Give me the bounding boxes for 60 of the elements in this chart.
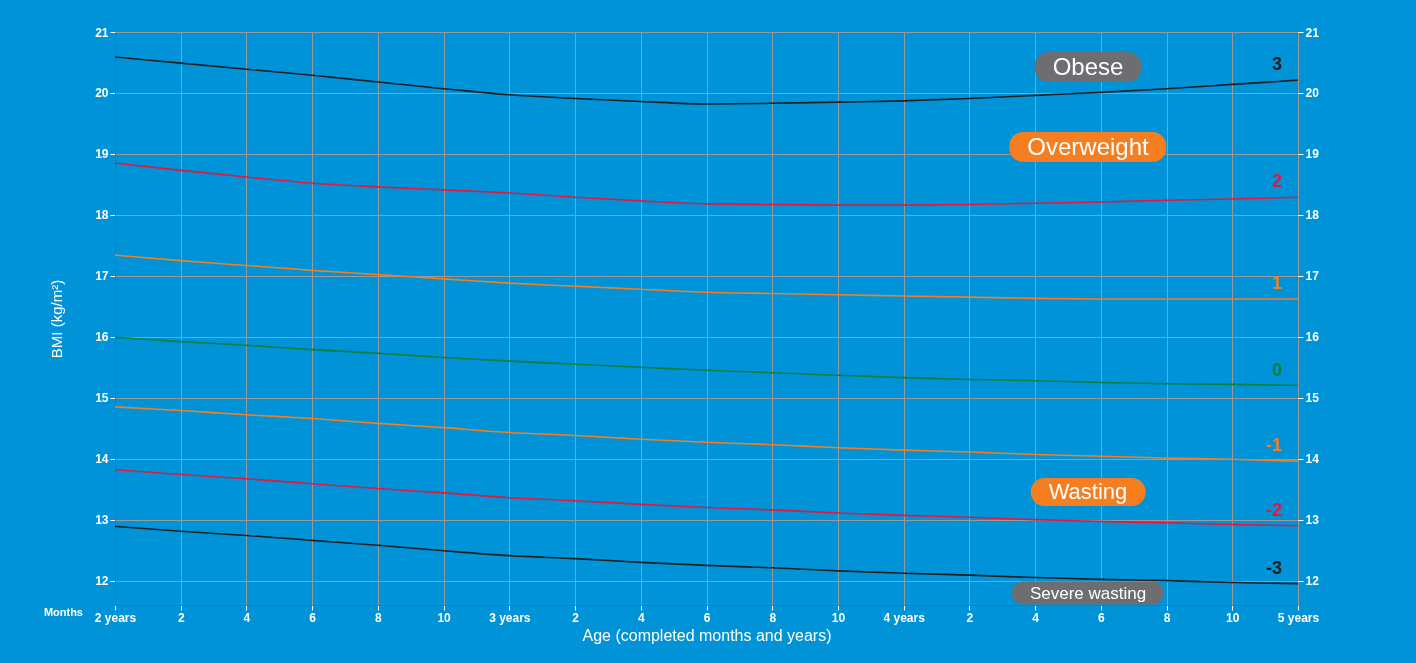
y-tick-label: 14	[95, 452, 109, 467]
line-series	[114, 56, 1299, 105]
y2-tick-label: 18	[1305, 208, 1320, 223]
line-series	[114, 468, 1299, 527]
x-tick-label: 8	[769, 610, 777, 625]
series-label: -3	[1265, 557, 1282, 578]
annotation: Obese	[1034, 52, 1142, 82]
x-tick-label: 4	[243, 610, 251, 625]
line-series	[114, 336, 1299, 387]
line-series	[114, 406, 1299, 462]
y-tick-label: 21	[95, 25, 109, 40]
y2-tick-label: 13	[1305, 513, 1320, 528]
x-tick-label: 2 years	[94, 610, 137, 625]
line-series	[114, 525, 1299, 585]
y2-tick-label: 15	[1305, 391, 1320, 406]
x-tick-label: 10	[1226, 610, 1240, 625]
text: Months	[43, 606, 83, 618]
y2-tick-label: 17	[1305, 269, 1320, 284]
line-series	[114, 162, 1299, 206]
x-tick-label: 6	[309, 610, 317, 625]
x-tick-label: 2	[572, 610, 580, 625]
annotation: Wasting	[1030, 478, 1146, 506]
x-tick-label: 8	[1163, 610, 1171, 625]
x-tick-label: 5 years	[1277, 610, 1320, 625]
x-tick-label: 4	[1032, 610, 1040, 625]
series-label: -1	[1265, 435, 1282, 456]
y2-tick-label: 14	[1305, 452, 1320, 467]
y-tick-label: 16	[95, 330, 109, 345]
x-tick-label: 6	[703, 610, 711, 625]
annotation: Severe wasting	[1011, 581, 1165, 605]
y-tick-label: 18	[95, 208, 109, 223]
x-tick-label: 4 years	[883, 610, 926, 625]
x-axis-title: Age (completed months and years)	[582, 626, 832, 644]
y-tick-label: 15	[95, 391, 109, 406]
y-tick-label: 13	[95, 513, 109, 528]
x-tick-label: 2	[966, 610, 974, 625]
y-axis-title: BMI (kg/m²)	[48, 279, 66, 359]
series-label: 1	[1271, 272, 1282, 293]
series-label: 3	[1271, 54, 1282, 75]
series-label: -2	[1265, 499, 1282, 520]
x-tick-label: 2	[177, 610, 185, 625]
x-tick-label: 10	[437, 610, 452, 625]
y-tick-label: 20	[95, 86, 109, 101]
line-series	[114, 254, 1299, 300]
y-tick-label: 17	[95, 269, 109, 284]
x-tick-label: 8	[375, 610, 383, 625]
y2-tick-label: 21	[1305, 25, 1320, 40]
y2-tick-label: 20	[1305, 86, 1320, 101]
x-tick-label: 4	[637, 610, 645, 625]
y-tick-label: 19	[95, 147, 109, 162]
y-tick-label: 12	[95, 574, 109, 589]
annotation: Overweight	[1009, 132, 1167, 162]
y2-tick-label: 12	[1305, 574, 1320, 589]
y2-tick-label: 16	[1305, 330, 1320, 345]
x-tick-label: 10	[831, 610, 846, 625]
x-tick-label: 6	[1097, 610, 1105, 625]
series-label: 2	[1271, 171, 1282, 192]
y2-tick-label: 19	[1305, 147, 1320, 162]
x-tick-label: 3 years	[489, 610, 531, 625]
series-label: 0	[1271, 359, 1282, 380]
